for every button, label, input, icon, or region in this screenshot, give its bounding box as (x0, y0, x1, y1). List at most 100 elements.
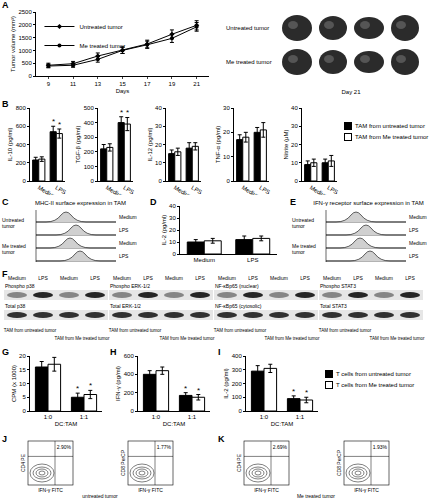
svg-text:30: 30 (169, 215, 176, 221)
svg-text:Medium: Medium (37, 184, 58, 195)
svg-text:40: 40 (169, 203, 176, 209)
svg-text:LPS: LPS (300, 275, 310, 281)
svg-text:200: 200 (124, 390, 135, 396)
svg-text:Tumor volume (mm³): Tumor volume (mm³) (10, 16, 16, 72)
svg-text:IFN-γ FITC: IFN-γ FITC (38, 487, 63, 493)
svg-text:1:1: 1:1 (188, 414, 197, 420)
svg-text:LPS: LPS (90, 275, 100, 281)
svg-text:CD4 PE: CD4 PE (236, 453, 242, 472)
svg-text:IL-2 (pg/ml): IL-2 (pg/ml) (161, 215, 167, 246)
svg-text:*: * (292, 387, 295, 396)
svg-text:LPS: LPS (119, 253, 129, 259)
svg-text:CD4 PE: CD4 PE (20, 453, 26, 472)
svg-text:LPS: LPS (190, 184, 203, 195)
svg-text:LPS: LPS (143, 275, 153, 281)
svg-text:1.93%: 1.93% (373, 444, 388, 450)
svg-text:*: * (58, 120, 61, 129)
svg-text:Medium: Medium (60, 275, 78, 281)
svg-text:Medium: Medium (165, 275, 183, 281)
svg-text:0: 0 (130, 408, 134, 414)
svg-text:LPS: LPS (122, 184, 135, 195)
svg-text:10: 10 (155, 160, 162, 166)
svg-text:0: 0 (90, 178, 94, 184)
svg-text:*: * (89, 381, 92, 390)
svg-text:J: J (2, 434, 7, 444)
svg-text:300: 300 (232, 367, 243, 373)
svg-text:Medium: Medium (409, 214, 427, 220)
svg-text:1000: 1000 (18, 48, 32, 54)
svg-text:tumor: tumor (292, 249, 305, 255)
svg-text:*: * (120, 108, 123, 117)
svg-text:500: 500 (22, 60, 33, 66)
svg-text:NF-κBp65 (cytosolic): NF-κBp65 (cytosolic) (215, 303, 262, 309)
svg-text:30: 30 (223, 105, 230, 111)
svg-text:15: 15 (19, 367, 26, 373)
svg-text:Me treated tumor: Me treated tumor (226, 59, 272, 65)
svg-text:Phospho p38: Phospho p38 (5, 283, 35, 289)
svg-text:1.77%: 1.77% (157, 444, 172, 450)
svg-text:*: * (52, 117, 55, 126)
svg-text:10: 10 (19, 381, 26, 387)
svg-text:*: * (184, 384, 187, 393)
svg-text:TAM from Me treated tumor: TAM from Me treated tumor (265, 336, 320, 341)
svg-text:TGF-β (pg/ml): TGF-β (pg/ml) (75, 126, 81, 164)
svg-text:*: * (197, 386, 200, 395)
svg-text:tumor: tumor (2, 249, 15, 255)
svg-text:1:1: 1:1 (80, 414, 89, 420)
svg-text:500: 500 (84, 105, 95, 111)
svg-text:untreated tumor: untreated tumor (82, 493, 118, 499)
svg-text:10: 10 (291, 160, 298, 166)
svg-text:Medium: Medium (241, 184, 262, 195)
svg-text:TAM from Me treated tumor: TAM from Me treated tumor (160, 336, 215, 341)
svg-text:TAM from untreated tumor: TAM from untreated tumor (4, 328, 57, 333)
svg-text:20: 20 (223, 129, 230, 135)
svg-text:CPM (x 1000): CPM (x 1000) (11, 365, 17, 402)
svg-text:LPS: LPS (405, 275, 415, 281)
svg-text:A: A (2, 0, 9, 10)
svg-text:200: 200 (232, 381, 243, 387)
svg-text:NF-κBp65 (nuclear): NF-κBp65 (nuclear) (215, 283, 259, 289)
svg-text:B: B (2, 99, 9, 109)
svg-text:Medium: Medium (173, 184, 194, 195)
svg-text:20: 20 (155, 142, 162, 148)
svg-text:IFN-γ receptor surface express: IFN-γ receptor surface expression in TAM (313, 200, 423, 206)
svg-text:1:0: 1:0 (44, 414, 53, 420)
svg-text:13: 13 (94, 81, 101, 87)
svg-text:1:0: 1:0 (152, 414, 161, 420)
svg-text:30: 30 (291, 123, 298, 129)
svg-text:TNF-α (pg/ml): TNF-α (pg/ml) (215, 126, 221, 163)
svg-text:CD8 PerCP: CD8 PerCP (120, 449, 126, 476)
svg-text:LPS: LPS (326, 184, 339, 195)
svg-text:Medium: Medium (309, 184, 330, 195)
svg-text:tumor: tumor (2, 223, 15, 229)
svg-text:Medium: Medium (375, 275, 393, 281)
svg-text:F: F (2, 269, 8, 279)
svg-text:IL-12 (pg/ml): IL-12 (pg/ml) (147, 127, 153, 161)
svg-text:Nitrite (μM): Nitrite (μM) (283, 130, 289, 160)
svg-text:Medium: Medium (270, 275, 288, 281)
svg-text:*: * (305, 388, 308, 397)
svg-text:*: * (76, 384, 79, 393)
svg-text:11: 11 (70, 81, 77, 87)
svg-text:*: * (126, 108, 129, 117)
svg-text:Days: Days (116, 88, 130, 94)
svg-text:Medium: Medium (194, 257, 215, 263)
svg-text:LPS: LPS (119, 227, 129, 233)
svg-text:LPS: LPS (38, 275, 48, 281)
svg-text:1500: 1500 (18, 35, 32, 41)
svg-text:Total STAT3: Total STAT3 (320, 303, 347, 309)
svg-text:TAM from Me treated tumor: TAM from Me treated tumor (55, 336, 110, 341)
svg-text:D: D (150, 197, 157, 207)
svg-text:Total p38: Total p38 (5, 303, 26, 309)
svg-text:2.90%: 2.90% (57, 444, 72, 450)
svg-text:10: 10 (223, 154, 230, 160)
svg-text:17: 17 (144, 81, 151, 87)
svg-text:Total ERK-1/2: Total ERK-1/2 (110, 303, 141, 309)
svg-text:MHC-II surface expression in T: MHC-II surface expression in TAM (35, 200, 126, 206)
svg-text:20: 20 (291, 142, 298, 148)
svg-text:19: 19 (169, 81, 176, 87)
svg-text:40: 40 (155, 105, 162, 111)
svg-text:2000: 2000 (18, 22, 32, 28)
svg-text:Medium: Medium (409, 240, 427, 246)
svg-text:10: 10 (169, 239, 176, 245)
